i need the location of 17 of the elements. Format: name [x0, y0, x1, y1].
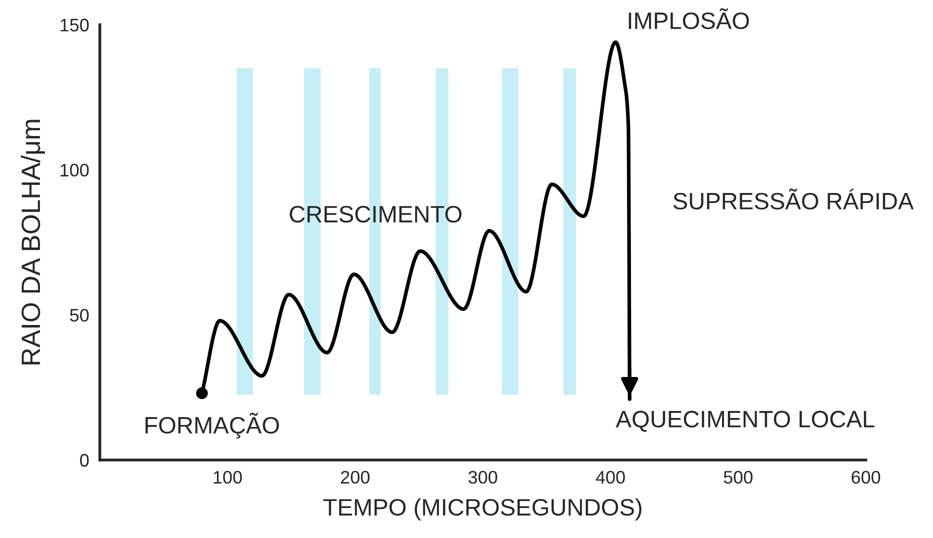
y-tick-label: 100 [60, 164, 89, 177]
x-tick-label: 300 [468, 470, 498, 484]
x-tick-label: 600 [852, 470, 880, 484]
x-tick-label: 100 [214, 470, 242, 484]
y-axis-title: RAIO DA BOLHA/μm [20, 120, 45, 364]
y-tick-label: 150 [60, 18, 89, 32]
x-tick-label: 500 [724, 470, 753, 484]
y-tick-label: 0 [80, 454, 89, 467]
x-axis-title: TEMPO (MICROSEGUNDOS) [323, 498, 642, 520]
x-tick-label: 200 [341, 470, 370, 484]
annotation: AQUECIMENTO LOCAL [616, 410, 874, 432]
annotation: CRESCIMENTO [290, 206, 462, 223]
annotation: FORMAÇÃO [146, 412, 279, 438]
y-tick-label: 50 [70, 308, 89, 322]
annotation: IMPLOSÃO [628, 8, 749, 30]
annotation: SUPRESSÃO RÁPIDA [673, 188, 914, 210]
x-tick-label: 400 [596, 470, 625, 484]
